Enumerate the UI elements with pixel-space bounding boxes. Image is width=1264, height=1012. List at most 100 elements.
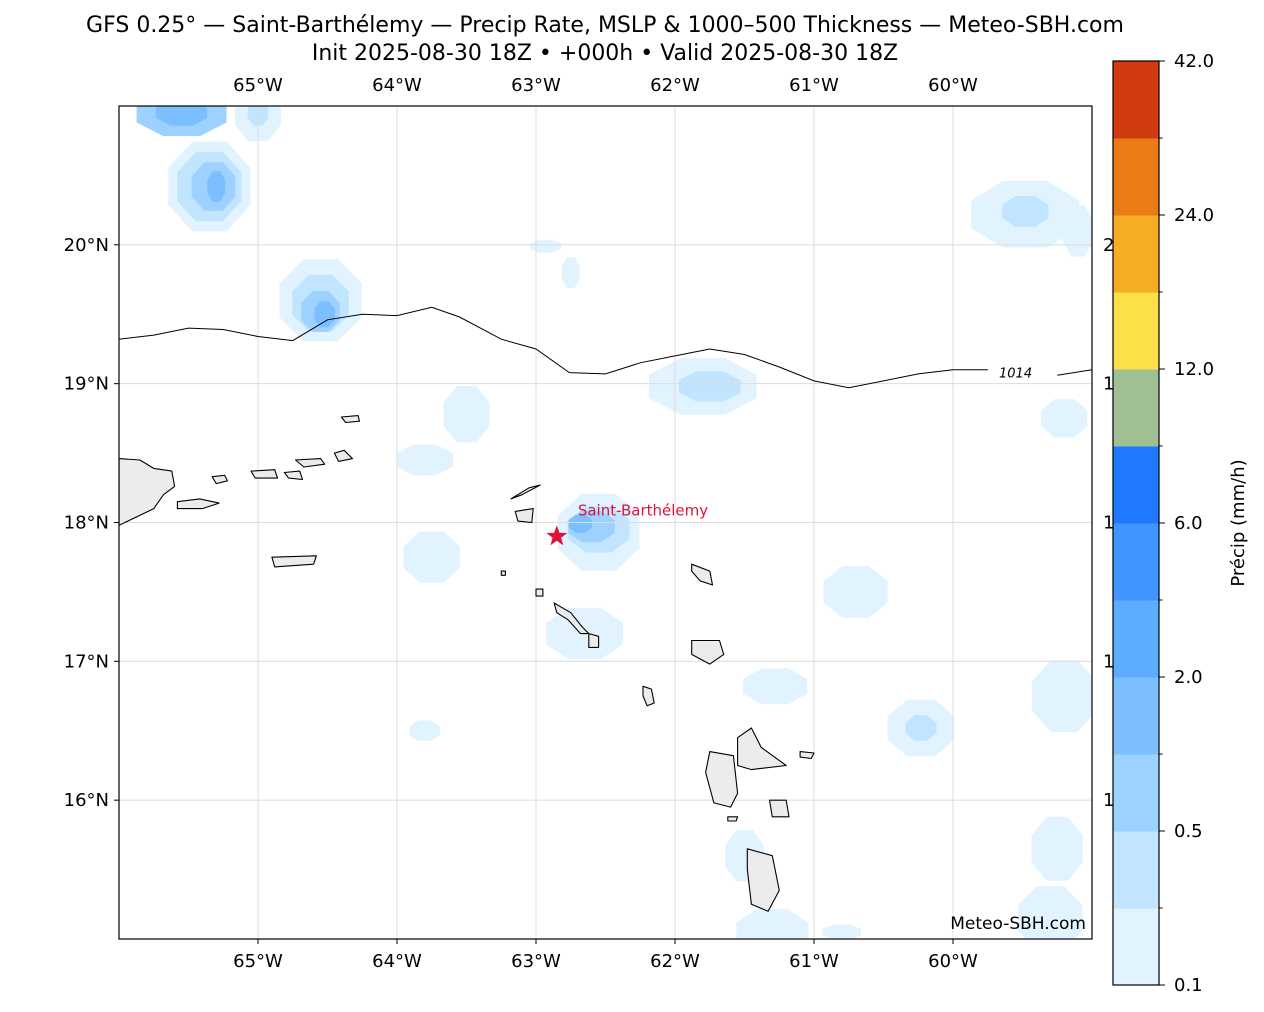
colorbar-segment: [1113, 523, 1159, 601]
lat-tick-label-right-clipped: 2: [1103, 235, 1114, 256]
lon-tick-label-bottom: 60°W: [928, 951, 978, 972]
precip-cell: [409, 720, 441, 741]
location-star-icon: [546, 525, 568, 546]
colorbar-tick-label: 6.0: [1174, 513, 1203, 534]
lon-tick-label-top: 64°W: [372, 75, 422, 96]
precip-cell: [207, 171, 226, 202]
precip-cell: [443, 386, 490, 443]
lat-tick-label-right-clipped: 1: [1103, 651, 1114, 672]
precip-cell: [1032, 660, 1092, 732]
colorbar-segment: [1113, 446, 1159, 524]
island-st-croix: [271, 555, 317, 568]
precip-cell: [736, 909, 809, 939]
lon-tick-label-bottom: 62°W: [650, 951, 700, 972]
precip-cell: [1018, 886, 1083, 939]
lon-tick-label-bottom: 64°W: [372, 951, 422, 972]
island-st-kitts: [553, 602, 590, 635]
island-antigua: [691, 639, 725, 665]
colorbar-segment: [1113, 61, 1159, 139]
precip-cell: [1062, 205, 1092, 257]
watermark: Meteo-SBH.com: [950, 914, 1086, 934]
colorbar-segment: [1113, 138, 1159, 216]
precip-cell: [905, 715, 937, 741]
precip-cell: [314, 301, 335, 328]
lat-tick-label: 18°N: [64, 513, 109, 534]
island-montserrat: [642, 685, 655, 707]
lat-tick-label-right-clipped: 1: [1103, 790, 1114, 811]
island-st-martin: [514, 508, 534, 524]
map-title-line2: Init 2025-08-30 18Z • +000h • Valid 2025…: [311, 41, 899, 66]
colorbar-segment: [1113, 600, 1159, 678]
island-st-thomas: [250, 469, 279, 479]
colorbar-tick-label: 42.0: [1174, 51, 1214, 72]
precip-cell: [1002, 196, 1049, 227]
lon-tick-label-top: 65°W: [233, 75, 283, 96]
colorbar-axis-label: Précip (mm/h): [1228, 459, 1249, 586]
lon-tick-label-bottom: 63°W: [511, 951, 561, 972]
colorbar-segment: [1113, 908, 1159, 986]
lat-tick-label: 19°N: [64, 374, 109, 395]
island-saba: [500, 570, 506, 576]
isobar-label: 1014: [999, 367, 1032, 382]
isobar-line: [119, 306, 988, 389]
island-nevis: [588, 633, 600, 648]
island-st-john: [283, 470, 304, 481]
precip-cell: [530, 239, 562, 253]
map-panel: 1014 Saint-Barthélemy: [119, 106, 1092, 939]
lat-tick-label: 16°N: [64, 790, 109, 811]
lon-tick-label-bottom: 65°W: [233, 951, 283, 972]
island-basse-terre: [705, 751, 739, 808]
colorbar-tick-label: 12.0: [1174, 359, 1214, 380]
precip-cell: [561, 257, 580, 288]
colorbar-tick-label: 24.0: [1174, 205, 1214, 226]
island-grande-terre: [737, 727, 787, 771]
island-culebra: [211, 474, 228, 485]
colorbar-tick-label: 0.5: [1174, 821, 1203, 842]
precip-cell: [403, 531, 460, 583]
precip-cell: [155, 106, 208, 126]
island-la-desirade: [799, 751, 815, 760]
map-title-line1: GFS 0.25° — Saint-Barthélemy — Precip Ra…: [86, 13, 1124, 38]
lon-tick-label-top: 61°W: [789, 75, 839, 96]
precip-cell: [743, 668, 808, 705]
precip-cell: [1041, 399, 1088, 438]
precip-cell: [396, 444, 454, 476]
colorbar-segment: [1113, 831, 1159, 909]
island-les-saintes: [727, 816, 739, 822]
precip-cell: [678, 371, 741, 402]
lon-tick-label-top: 60°W: [928, 75, 978, 96]
lon-tick-label-top: 62°W: [650, 75, 700, 96]
island-marie-galante: [768, 799, 790, 818]
graticule: [119, 106, 1092, 939]
mslp-isobars: 1014: [119, 306, 1092, 389]
island-anegada: [340, 415, 361, 424]
island-tortola: [294, 458, 326, 468]
island-dominica: [746, 848, 780, 912]
lat-tick-label: 17°N: [64, 651, 109, 672]
island-puerto-rico: [119, 458, 176, 526]
lat-tick-label-right-clipped: 1: [1103, 374, 1114, 395]
precip-cell: [568, 514, 592, 533]
colorbar-segment: [1113, 292, 1159, 370]
coastlines: [119, 415, 815, 912]
colorbar-tick-label: 0.1: [1174, 975, 1203, 996]
precip-cell: [823, 566, 888, 618]
location-label: Saint-Barthélemy: [578, 501, 708, 519]
precip-colorbar: 0.1 0.5 2.0 6.0 12.0 24.0 42.0 Précip (mm/h): [1112, 51, 1249, 996]
colorbar-segment: [1113, 754, 1159, 832]
lat-tick-label: 20°N: [64, 235, 109, 256]
colorbar-tick-label: 2.0: [1174, 667, 1203, 688]
island-barbuda: [691, 563, 714, 586]
axis-ticks: 65°W 65°W 64°W 64°W 63°W 63°W 62°W 62°W 61°W 61°W…: [64, 75, 1115, 972]
colorbar-segment: [1113, 369, 1159, 447]
colorbar-segment: [1113, 215, 1159, 293]
island-vieques: [176, 498, 220, 510]
lon-tick-label-bottom: 61°W: [789, 951, 839, 972]
lon-tick-label-top: 63°W: [511, 75, 561, 96]
isobar-line: [1057, 369, 1092, 376]
precip-cell: [822, 924, 862, 939]
island-statia: [535, 588, 544, 597]
island-anguilla: [510, 484, 541, 500]
location-marker-group: Saint-Barthélemy: [546, 501, 708, 546]
